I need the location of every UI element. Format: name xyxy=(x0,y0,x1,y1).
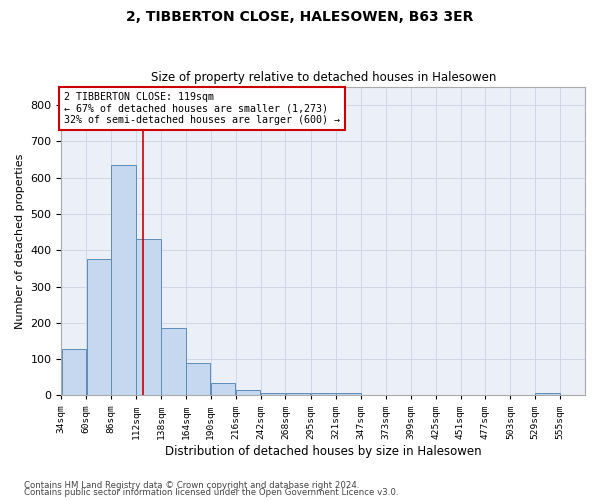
Bar xyxy=(136,240,161,396)
Bar xyxy=(211,384,235,396)
Text: 2 TIBBERTON CLOSE: 119sqm
← 67% of detached houses are smaller (1,273)
32% of se: 2 TIBBERTON CLOSE: 119sqm ← 67% of detac… xyxy=(64,92,340,125)
Bar xyxy=(62,350,86,396)
Bar xyxy=(261,392,285,396)
Text: Contains HM Land Registry data © Crown copyright and database right 2024.: Contains HM Land Registry data © Crown c… xyxy=(24,480,359,490)
Bar xyxy=(286,393,310,396)
Bar xyxy=(236,390,260,396)
Text: Contains public sector information licensed under the Open Government Licence v3: Contains public sector information licen… xyxy=(24,488,398,497)
Bar xyxy=(535,392,560,396)
X-axis label: Distribution of detached houses by size in Halesowen: Distribution of detached houses by size … xyxy=(165,444,482,458)
Bar xyxy=(311,393,336,396)
Y-axis label: Number of detached properties: Number of detached properties xyxy=(15,154,25,329)
Text: 2, TIBBERTON CLOSE, HALESOWEN, B63 3ER: 2, TIBBERTON CLOSE, HALESOWEN, B63 3ER xyxy=(127,10,473,24)
Bar xyxy=(337,393,361,396)
Bar xyxy=(186,363,211,396)
Bar xyxy=(86,260,111,396)
Bar xyxy=(112,165,136,396)
Title: Size of property relative to detached houses in Halesowen: Size of property relative to detached ho… xyxy=(151,72,496,85)
Bar xyxy=(161,328,185,396)
